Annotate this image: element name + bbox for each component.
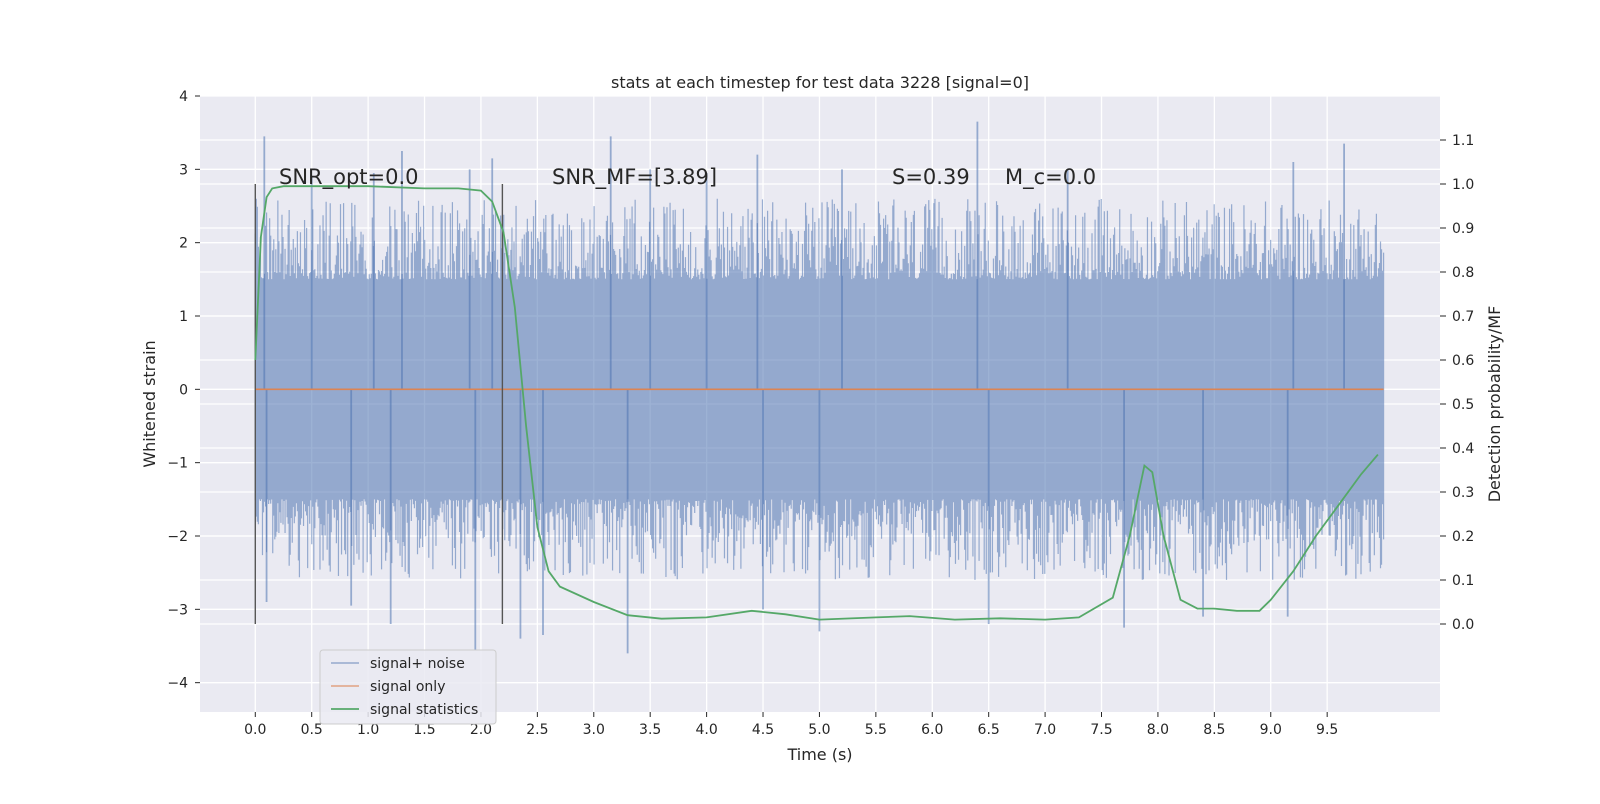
x-tick-label-14: 7.0	[1034, 722, 1056, 738]
y-right-tick-label-1: 0.1	[1452, 573, 1474, 589]
y-axis-label-right: Detection probability/MF	[1485, 306, 1504, 503]
annotation-s: S=0.39	[892, 165, 970, 189]
y-right-tick-label-0: 0.0	[1452, 617, 1474, 633]
x-tick-label-9: 4.5	[752, 722, 774, 738]
vertical-markers	[254, 184, 504, 624]
x-tick-label-10: 5.0	[808, 722, 830, 738]
x-tick-label-15: 7.5	[1090, 722, 1112, 738]
x-tick-label-7: 3.5	[639, 722, 661, 738]
x-tick-label-18: 9.0	[1260, 722, 1282, 738]
y-right-tick-label-9: 0.9	[1452, 221, 1474, 237]
y-left-tick-label-6: 2	[179, 236, 188, 252]
x-tick-label-11: 5.5	[865, 722, 887, 738]
x-tick-label-8: 4.0	[695, 722, 717, 738]
y-left-tick-label-7: 3	[179, 162, 188, 178]
annotation-snr-opt: SNR_opt=0.0	[279, 165, 419, 190]
y-left-tick-label-1: −3	[167, 602, 188, 618]
legend-label-signal-noise: signal+ noise	[370, 656, 465, 672]
x-tick-label-6: 3.0	[583, 722, 605, 738]
x-tick-label-12: 6.0	[921, 722, 943, 738]
y-right-tick-label-7: 0.7	[1452, 309, 1474, 325]
y-left-tick-label-2: −2	[167, 529, 188, 545]
x-tick-label-17: 8.5	[1203, 722, 1225, 738]
x-tick-label-13: 6.5	[978, 722, 1000, 738]
annotation-mc: M_c=0.0	[1005, 165, 1096, 190]
legend-label-signal-only: signal only	[370, 679, 445, 695]
y-left-tick-label-5: 1	[179, 309, 188, 325]
y-right-tick-label-2: 0.2	[1452, 529, 1474, 545]
x-tick-label-1: 0.5	[301, 722, 323, 738]
series-signal-statistics	[254, 185, 1379, 621]
y-tick-labels-right: 0.0 0.1 0.2 0.3 0.4 0.5 0.6 0.7 0.8 0.9 1.0 1.1	[1440, 133, 1474, 633]
y-left-tick-label-4: 0	[179, 382, 188, 398]
y-right-tick-label-4: 0.4	[1452, 441, 1474, 457]
x-tick-label-16: 8.0	[1147, 722, 1169, 738]
y-right-tick-label-8: 0.8	[1452, 265, 1474, 281]
x-tick-labels: 0.0 0.5 1.0 1.5 2.0 2.5 3.0 3.5 4.0 4.5 5.0 5.5 6.0 6…	[244, 712, 1338, 738]
y-tick-labels-left: −4 −3 −2 −1 0 1 2 3 4	[167, 89, 200, 692]
x-axis-label: Time (s)	[786, 745, 852, 764]
x-tick-label-19: 9.5	[1316, 722, 1338, 738]
x-tick-label-2: 1.0	[357, 722, 379, 738]
x-tick-label-5: 2.5	[526, 722, 548, 738]
chart-title: stats at each timestep for test data 322…	[611, 73, 1029, 92]
x-tick-label-0: 0.0	[244, 722, 266, 738]
y-right-tick-label-5: 0.5	[1452, 397, 1474, 413]
y-right-tick-label-11: 1.1	[1452, 133, 1474, 149]
y-right-tick-label-3: 0.3	[1452, 485, 1474, 501]
y-right-tick-label-10: 1.0	[1452, 177, 1474, 193]
legend: signal+ noise signal only signal statist…	[319, 649, 497, 725]
y-left-tick-label-0: −4	[167, 676, 188, 692]
x-tick-label-4: 2.0	[470, 722, 492, 738]
y-right-tick-label-6: 0.6	[1452, 353, 1474, 369]
y-axis-label-left: Whitened strain	[140, 340, 159, 467]
annotation-snr-mf: SNR_MF=[3.89]	[552, 165, 717, 190]
series-signal-noise	[254, 121, 1385, 654]
y-left-tick-label-3: −1	[167, 456, 188, 472]
x-tick-label-3: 1.5	[413, 722, 435, 738]
legend-label-signal-statistics: signal statistics	[370, 702, 478, 718]
y-left-tick-label-8: 4	[179, 89, 188, 105]
legend-box	[319, 649, 497, 725]
